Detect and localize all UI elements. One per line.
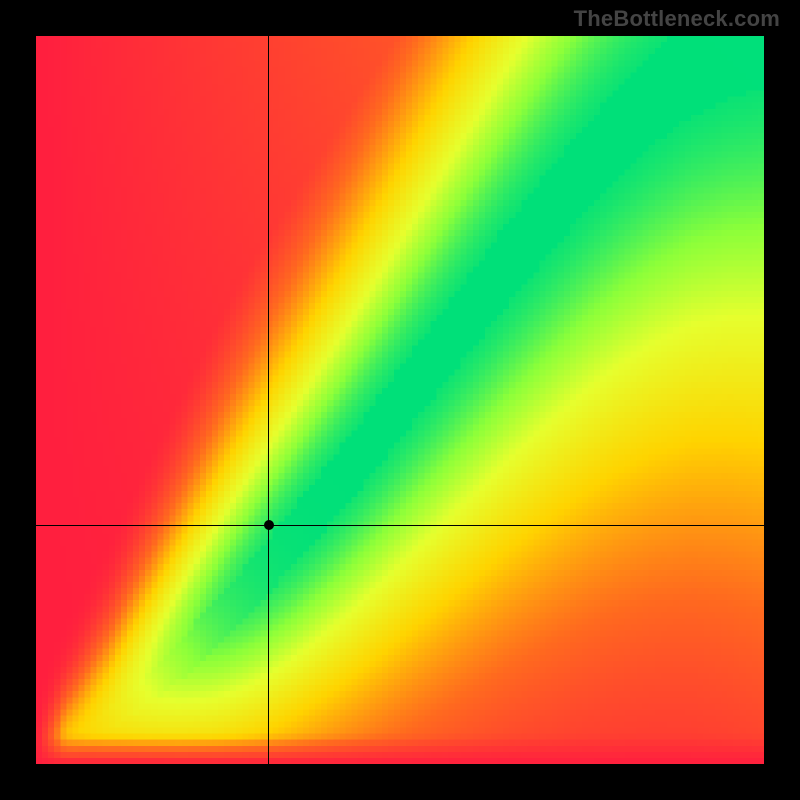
watermark-text: TheBottleneck.com	[574, 6, 780, 32]
crosshair-horizontal	[36, 525, 764, 526]
crosshair-vertical	[268, 36, 269, 764]
chart-frame: TheBottleneck.com	[0, 0, 800, 800]
heatmap-canvas	[36, 36, 764, 764]
